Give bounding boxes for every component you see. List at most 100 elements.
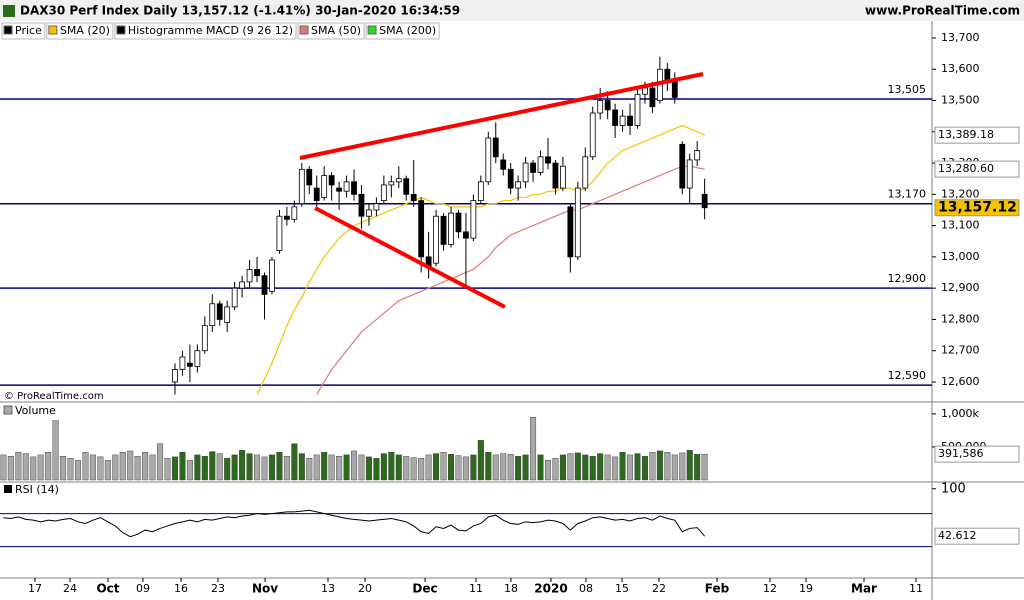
candle-body <box>395 178 402 183</box>
candle-body <box>612 109 619 126</box>
volume-bar <box>321 452 328 481</box>
x-tick-label: 22 <box>652 582 666 595</box>
volume-bar <box>216 453 223 481</box>
candle-body <box>440 215 447 245</box>
y-tick-label: 13,100 <box>941 219 980 232</box>
candle-body <box>306 168 313 186</box>
volume-bar <box>656 450 663 481</box>
volume-bar <box>149 454 156 481</box>
level-label: 13,505 <box>888 83 927 96</box>
candle-body <box>530 162 536 173</box>
volume-bar <box>224 457 231 481</box>
candle-body <box>239 281 246 289</box>
volume-bar <box>112 454 119 481</box>
volume-bar <box>574 452 581 481</box>
volume-bar <box>157 443 164 481</box>
candle-body <box>649 87 656 108</box>
volume-bar <box>15 452 22 481</box>
sma-last-label: 13,389.18 <box>938 128 994 141</box>
volume-bar <box>313 454 320 481</box>
pane-title: RSI (14) <box>15 483 59 496</box>
price-pane: 13,505 13,170 12,900 12,590 <box>0 56 932 395</box>
volume-bar <box>336 456 343 481</box>
legend-swatch <box>367 25 377 35</box>
price-last-label-box <box>934 199 1020 217</box>
volume-bar <box>686 450 693 481</box>
volume-bar <box>470 454 477 481</box>
rsi-last-label-box <box>934 527 1020 545</box>
y-tick-label: 100 <box>941 481 966 496</box>
volume-bar <box>433 453 440 481</box>
candle-body <box>634 93 641 126</box>
candle-body <box>448 212 454 245</box>
y-tick-label: 13,700 <box>941 31 980 44</box>
legend-swatch <box>48 25 58 35</box>
volume-bar <box>455 455 462 481</box>
sma-line <box>256 124 705 395</box>
rsi-pane: RSI (14) <box>0 483 932 548</box>
volume-bar <box>164 457 171 481</box>
candle-body <box>567 206 574 258</box>
x-tick-label: Feb <box>705 582 730 596</box>
legend-swatch <box>3 25 13 35</box>
candle-body <box>604 100 611 111</box>
candle-body <box>179 356 186 370</box>
candle-body <box>224 306 231 323</box>
candle-body <box>186 362 193 367</box>
volume-bar <box>582 454 589 481</box>
volume-bar <box>194 454 201 481</box>
volume-last-label: 391,586 <box>938 447 984 460</box>
candle-body <box>642 87 648 95</box>
candle-body <box>589 112 596 158</box>
candle-body <box>515 181 522 189</box>
volume-bar <box>649 452 656 481</box>
volume-bar <box>365 456 372 481</box>
volume-bar <box>30 456 37 481</box>
pane-label-swatch <box>4 485 12 493</box>
candle-body <box>298 168 305 205</box>
rsi-last-label: 42.612 <box>938 529 977 542</box>
price-last-label: 13,157.12 <box>938 200 1017 216</box>
volume-bar <box>328 454 335 481</box>
legend-swatch <box>299 25 309 35</box>
volume-bar <box>507 454 514 481</box>
trend-line <box>299 72 704 160</box>
volume-bar <box>679 452 686 481</box>
volume-bar <box>537 454 544 481</box>
volume-bar <box>298 453 305 481</box>
legend-label: SMA (200) <box>379 24 436 37</box>
candle-body <box>351 181 357 195</box>
candle-body <box>619 115 626 126</box>
volume-bar <box>671 454 678 481</box>
volume-bar <box>119 452 126 481</box>
volume-bar <box>306 457 313 481</box>
x-tick-label: Nov <box>252 582 278 596</box>
x-tick-label: 23 <box>211 582 225 595</box>
candle-body <box>254 268 260 277</box>
legend-swatch <box>116 25 126 35</box>
volume-bar <box>515 456 522 481</box>
rsi-line <box>3 509 706 538</box>
volume-bar <box>104 459 111 481</box>
volume-pane: Volume <box>0 404 708 481</box>
volume-bar <box>231 454 238 481</box>
x-tick-label: 16 <box>174 582 188 595</box>
volume-bar <box>522 454 529 481</box>
volume-bar <box>22 453 29 481</box>
candle-body <box>671 81 678 98</box>
volume-bar <box>52 420 59 481</box>
volume-bar <box>142 452 149 481</box>
candle-body <box>194 350 201 367</box>
level-label: 13,170 <box>888 188 927 201</box>
candle-body <box>552 162 559 189</box>
candle-body <box>679 143 686 189</box>
candle-body <box>172 369 178 383</box>
volume-bar <box>589 456 596 481</box>
candle-body <box>701 193 708 209</box>
volume-bar <box>343 454 350 481</box>
site-label: www.ProRealTime.com <box>865 4 1020 18</box>
sma-last-label: 13,280.60 <box>938 162 994 175</box>
volume-bar <box>7 456 14 481</box>
x-tick-label: 09 <box>136 582 150 595</box>
candle-body <box>388 181 395 186</box>
